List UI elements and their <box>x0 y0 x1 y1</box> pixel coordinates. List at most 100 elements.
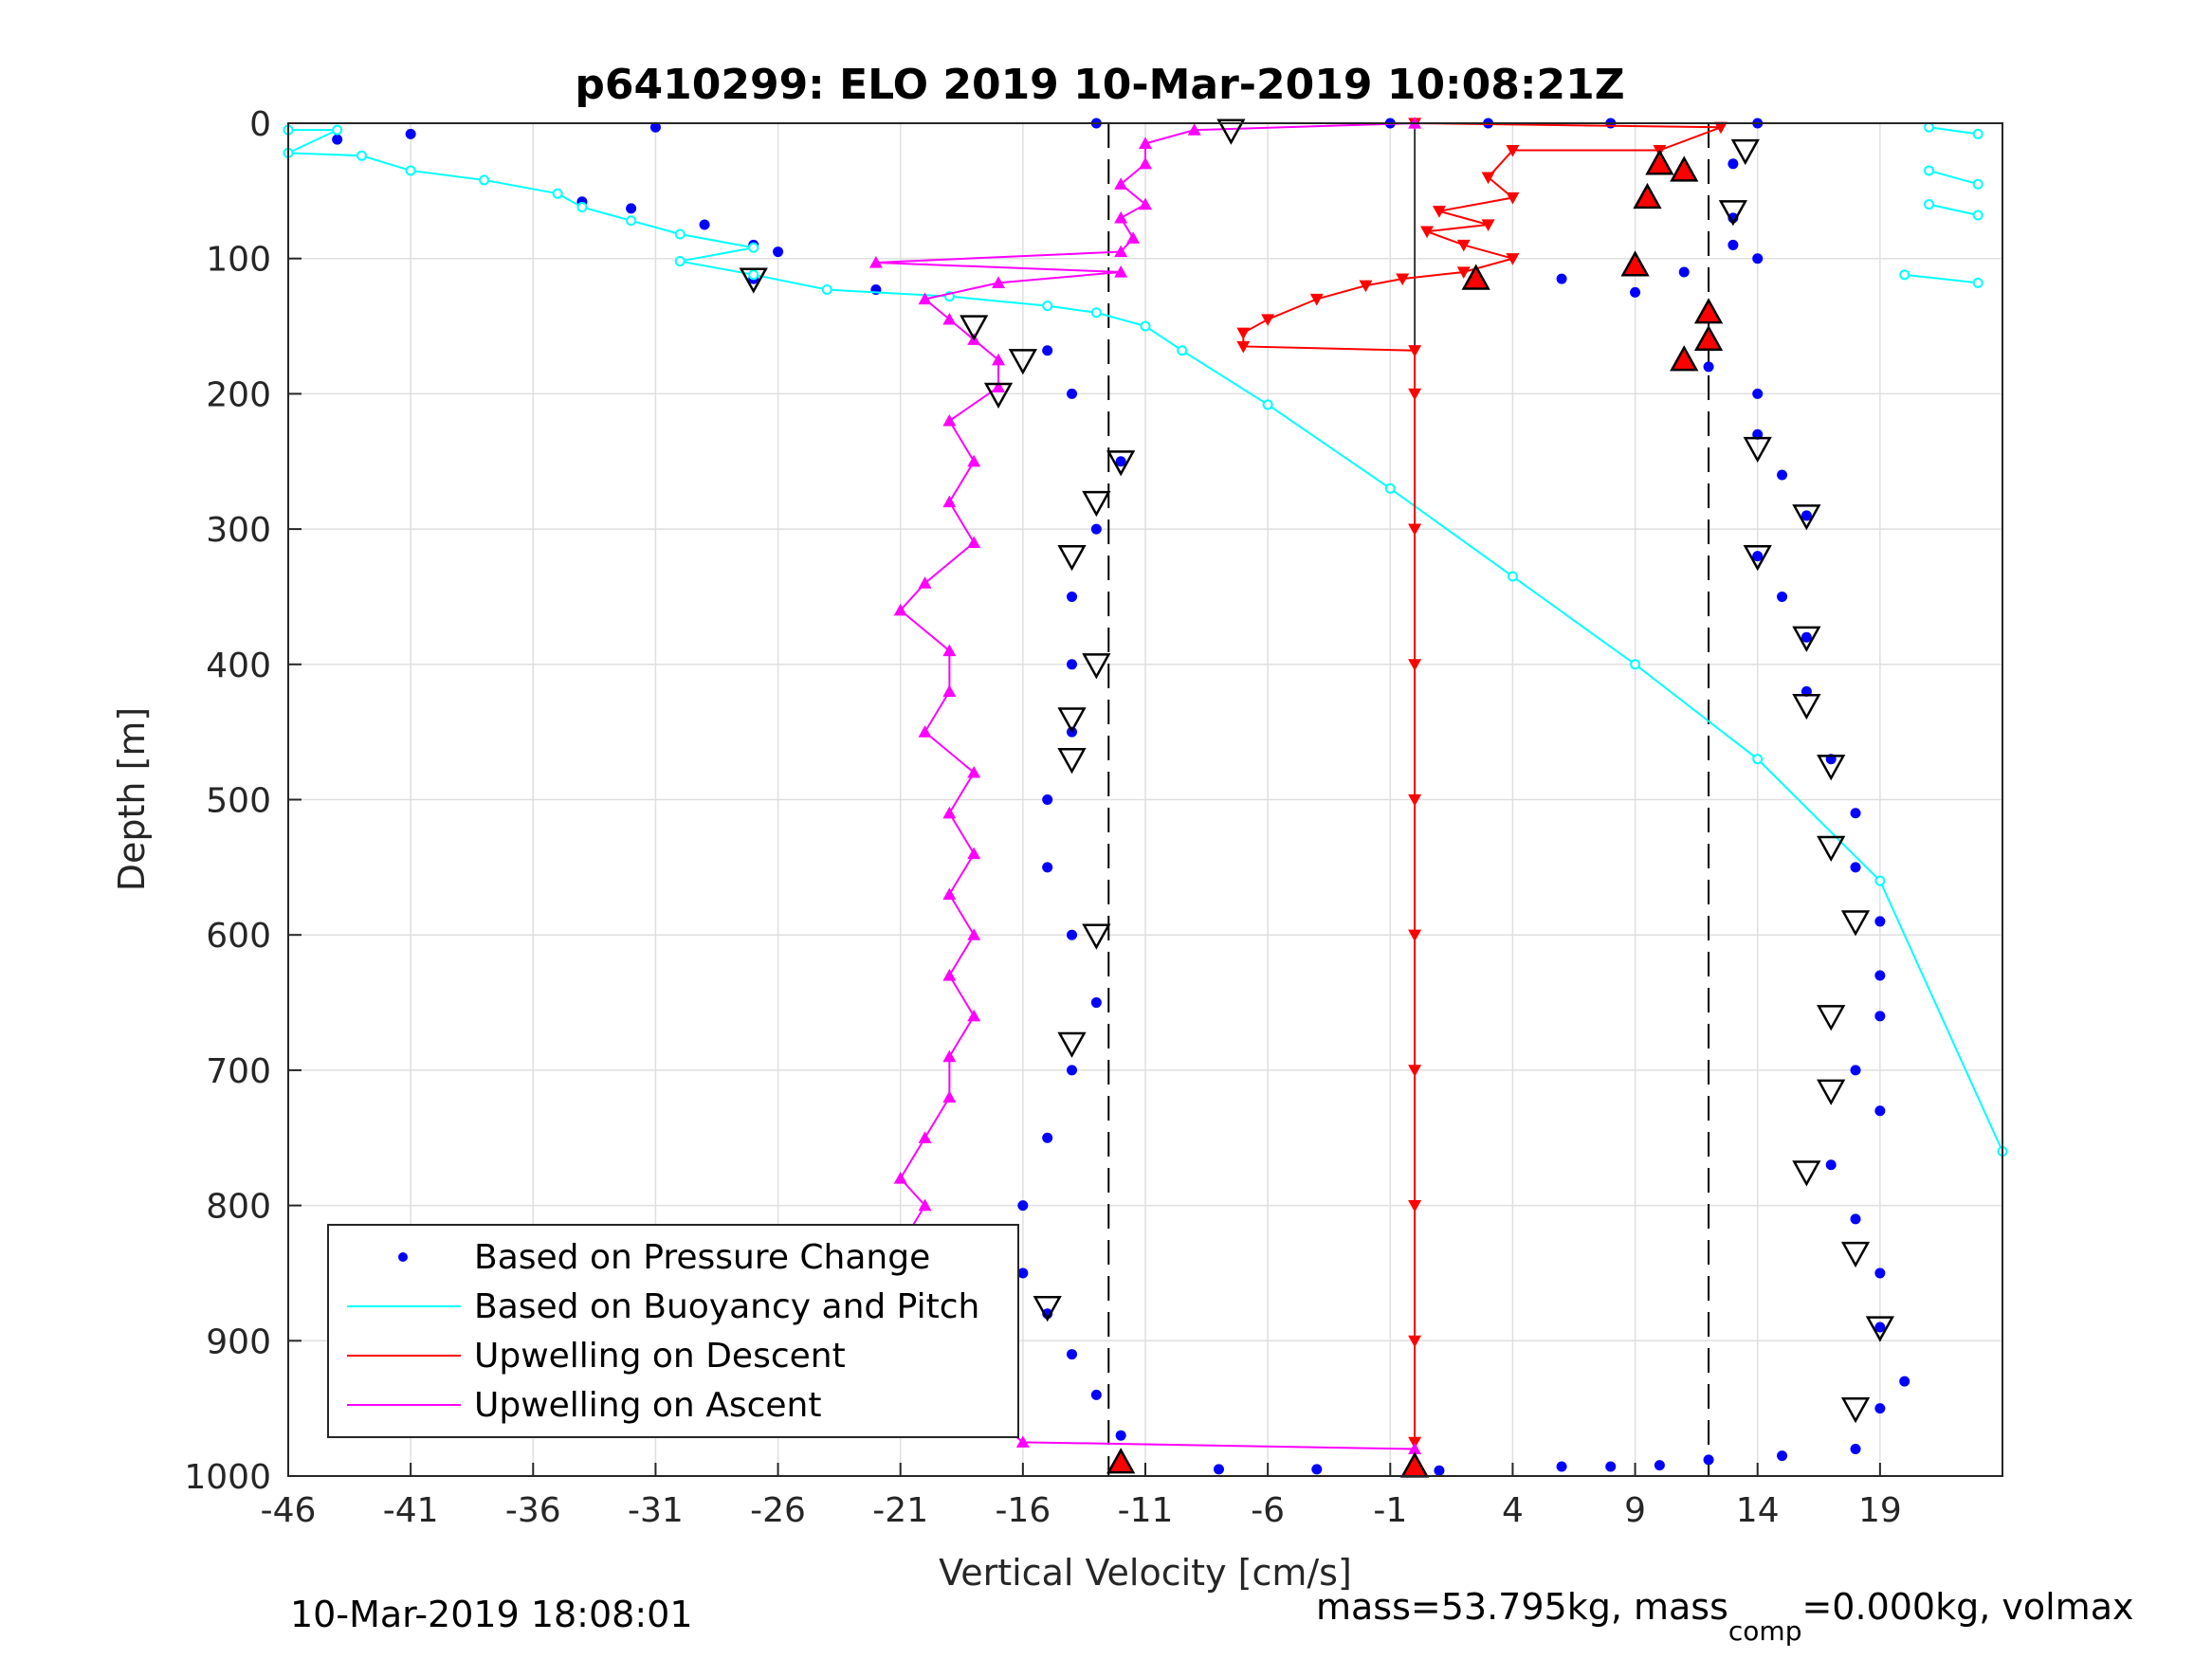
data-point <box>1042 862 1053 873</box>
data-point <box>1114 245 1128 258</box>
y-tick-label: 400 <box>206 647 271 685</box>
open-triangle-marker <box>1082 923 1111 950</box>
data-point <box>1728 239 1739 250</box>
data-point <box>942 1049 957 1063</box>
data-point <box>1777 591 1788 602</box>
data-point <box>1703 1454 1714 1466</box>
data-point <box>1090 997 1102 1009</box>
data-point <box>1408 929 1422 942</box>
red-triangle-marker <box>1645 149 1674 175</box>
x-tick-label: 4 <box>1502 1491 1524 1530</box>
data-point <box>1874 1403 1886 1414</box>
x-tick-label: -36 <box>505 1491 561 1530</box>
data-point <box>1874 970 1886 981</box>
x-axis-label: Vertical Velocity [cm/s] <box>939 1552 1352 1594</box>
footer-timestamp: 10-Mar-2019 18:08:01 <box>290 1594 693 1635</box>
data-point <box>1408 1200 1422 1212</box>
x-tick-label: -26 <box>750 1491 806 1530</box>
data-point <box>1408 1335 1422 1348</box>
data-point <box>942 312 957 325</box>
data-point <box>967 536 981 548</box>
data-point <box>1777 1450 1788 1462</box>
open-triangle-marker <box>1057 1031 1087 1058</box>
x-tick-label: -16 <box>995 1491 1051 1530</box>
data-point <box>1924 199 1935 210</box>
plot-border <box>287 122 2003 1477</box>
data-point <box>356 150 367 161</box>
data-point <box>576 201 588 212</box>
legend-entry: Upwelling on Descent <box>474 1337 846 1376</box>
data-point <box>1042 345 1053 356</box>
legend-entry: Based on Buoyancy and Pitch <box>474 1287 979 1326</box>
data-point <box>918 292 932 305</box>
red-triangle-marker <box>1693 324 1724 351</box>
data-point <box>1384 483 1396 494</box>
open-triangle-marker <box>1743 436 1772 464</box>
red-triangle-marker <box>1461 264 1490 290</box>
open-triangle-marker <box>1840 1241 1871 1268</box>
open-triangle-marker <box>1817 1005 1846 1031</box>
data-point <box>1924 165 1935 176</box>
y-tick-label: 700 <box>206 1052 271 1091</box>
data-point <box>1972 210 1983 221</box>
y-tick-label: 900 <box>206 1322 271 1361</box>
open-triangle-marker <box>1817 755 1846 781</box>
data-point <box>1825 1159 1837 1171</box>
data-point <box>942 887 957 900</box>
series-1 <box>283 121 2008 1158</box>
data-point <box>1972 128 1983 139</box>
data-point <box>748 269 759 281</box>
open-triangle-marker <box>1057 544 1087 572</box>
legend: Based on Pressure Change Based on Buoyanc… <box>327 1224 1019 1438</box>
data-point <box>1017 1200 1029 1212</box>
data-point <box>1090 523 1102 535</box>
data-point <box>1434 1465 1445 1476</box>
data-point <box>1924 121 1935 133</box>
y-tick-label: 800 <box>206 1188 271 1227</box>
data-point <box>1090 1389 1102 1400</box>
data-point <box>1408 345 1422 357</box>
open-triangle-marker <box>1792 504 1821 531</box>
red-triangle-marker <box>1670 155 1699 182</box>
data-point <box>1556 1461 1567 1472</box>
data-point <box>1261 314 1275 326</box>
x-tick-label: -21 <box>872 1491 928 1530</box>
open-triangle-marker <box>1792 1160 1821 1187</box>
data-point <box>1309 293 1324 306</box>
data-point <box>1114 177 1128 190</box>
data-point <box>1408 1065 1422 1077</box>
y-tick-labels: 0 100 200 300 400 500 600 700 800 900 1000 <box>184 105 271 1497</box>
data-point <box>1801 631 1812 643</box>
legend-entry: Upwelling on Ascent <box>474 1386 821 1425</box>
open-triangle-marker <box>960 315 989 341</box>
data-point <box>967 765 981 778</box>
data-point <box>1262 399 1273 410</box>
open-triangle-marker <box>1792 626 1821 652</box>
data-point <box>1850 1213 1861 1225</box>
data-point <box>1187 123 1201 136</box>
data-point <box>1874 1105 1886 1117</box>
open-triangle-marker <box>1730 138 1760 166</box>
footer-mass-suffix: =0.000kg, volmax <box>1801 1586 2133 1628</box>
data-point <box>992 276 1006 288</box>
data-point <box>405 165 416 176</box>
red-triangle-marker <box>1620 250 1650 277</box>
data-point <box>626 203 637 214</box>
data-point <box>1678 266 1690 278</box>
data-point <box>1067 388 1078 399</box>
open-triangle-marker <box>1840 1397 1871 1424</box>
data-point <box>1114 210 1128 224</box>
data-point <box>1456 239 1471 252</box>
data-point <box>552 188 563 199</box>
red-triangle-marker <box>1670 345 1699 372</box>
data-point <box>1874 1011 1886 1022</box>
open-triangle-marker <box>1743 544 1772 572</box>
data-point <box>1752 551 1764 562</box>
data-point <box>1506 144 1520 157</box>
data-point <box>1899 269 1910 281</box>
series-line <box>287 129 2003 1152</box>
data-point <box>918 1131 932 1143</box>
data-point <box>1408 388 1422 401</box>
data-point <box>1874 1322 1886 1333</box>
open-triangle-marker <box>1082 490 1111 518</box>
